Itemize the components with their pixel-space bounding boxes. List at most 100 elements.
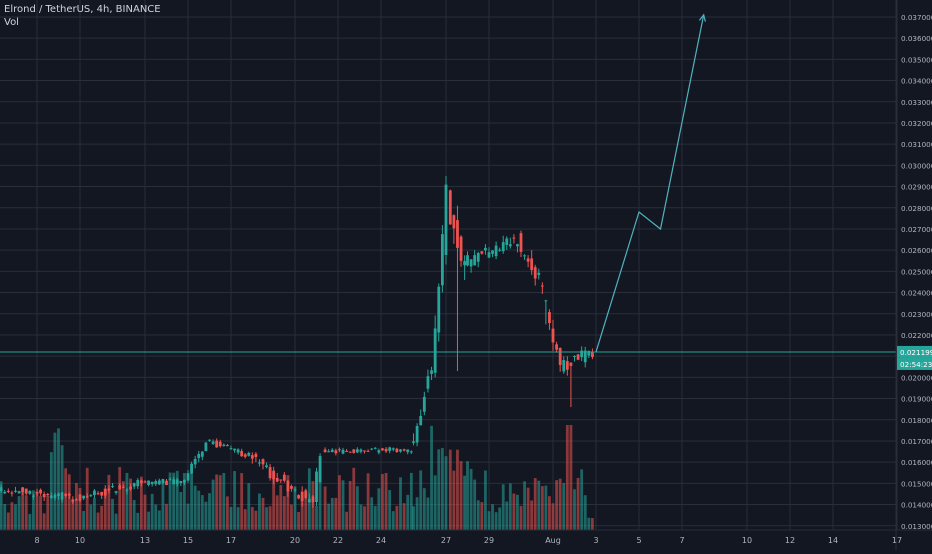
volume-bar (377, 488, 381, 530)
volume-bar (14, 504, 17, 530)
price-tick-label: 0.020000 (901, 373, 932, 382)
candle-body (363, 450, 366, 452)
volume-bar (35, 491, 39, 530)
volume-bar (82, 510, 86, 530)
candle-body (512, 237, 516, 239)
candle-body (286, 480, 290, 492)
candle-body (107, 488, 111, 491)
volume-bar (103, 488, 107, 530)
candle-body (498, 249, 502, 251)
volume-bar (412, 506, 415, 530)
candle-body (136, 480, 140, 487)
current-price-badge (897, 345, 932, 358)
volume-bar (327, 503, 331, 530)
projection-path[interactable] (595, 14, 705, 353)
candle-body (139, 480, 143, 484)
volume-bar (132, 500, 136, 530)
candle-body (161, 479, 165, 484)
volume-bar (330, 497, 334, 530)
volume-bar (323, 486, 327, 530)
candle-body (17, 491, 21, 494)
time-tick-label: 17 (226, 536, 236, 545)
volume-bar (165, 503, 168, 530)
volume-bar (498, 507, 502, 530)
volume-bar (118, 467, 122, 530)
volume-bar (215, 474, 219, 530)
volume-bar (200, 495, 204, 530)
candle-body (67, 493, 71, 496)
volume-bar (516, 494, 519, 530)
candle-body (437, 286, 441, 333)
candle-body (565, 361, 569, 370)
time-tick-label: 8 (34, 536, 39, 545)
candle-body (311, 496, 315, 503)
volume-bar (240, 473, 244, 530)
volume-bar (373, 505, 377, 530)
candle-body (501, 242, 505, 252)
price-tick-label: 0.017000 (901, 437, 932, 446)
volume-bar (96, 512, 100, 530)
volume-bar (548, 496, 551, 530)
volume-bar (175, 470, 179, 530)
candle-body (487, 252, 491, 258)
candle-body (537, 272, 541, 275)
candle-body (293, 489, 297, 491)
candle-body (24, 488, 28, 494)
candle-body (279, 479, 283, 481)
candle-body (516, 244, 519, 247)
candle-body (32, 495, 35, 497)
volume-bar (121, 481, 125, 530)
volume-bar (576, 477, 580, 530)
current-price-value: 0.021199 (900, 348, 932, 357)
volume-indicator-label[interactable]: Vol (4, 17, 19, 28)
candle-body (226, 445, 229, 447)
volume-bar (591, 518, 594, 530)
volume-bar (111, 498, 114, 530)
candle-body (42, 494, 46, 498)
volume-bar (426, 497, 430, 530)
candle-body (591, 351, 594, 358)
volume-bar (75, 483, 78, 530)
volume-bar (415, 497, 419, 530)
volume-bar (258, 493, 261, 530)
candle-body (183, 480, 186, 483)
volume-bar (172, 472, 176, 530)
time-tick-label: 13 (140, 536, 150, 545)
candle-body (548, 312, 551, 324)
price-tick-label: 0.031000 (901, 140, 932, 149)
candle-body (345, 451, 348, 453)
volume-bar (587, 517, 591, 530)
volume-bar (183, 473, 186, 530)
price-tick-label: 0.036000 (901, 34, 932, 43)
candle-body (114, 491, 118, 493)
volume-histogram (0, 425, 594, 530)
candle-body (247, 452, 251, 456)
candle-body (64, 493, 68, 496)
candle-body (580, 350, 584, 358)
volume-bar (211, 479, 215, 530)
volume-bar (491, 504, 494, 530)
candle-body (129, 486, 132, 490)
volume-bar (388, 490, 392, 530)
candle-body (359, 449, 363, 452)
candle-body (222, 444, 226, 446)
volume-bar (32, 490, 35, 530)
volume-bar (0, 481, 3, 530)
candle-body (341, 449, 345, 454)
volume-bar (315, 505, 318, 530)
volume-bar (569, 425, 573, 530)
candle-body (121, 486, 125, 488)
volume-bar (512, 493, 516, 530)
projection-drawing[interactable] (595, 13, 706, 353)
time-axis[interactable]: 8 10 13 15 17 20 22 24 27 29 Aug 3 5 7 10 12 14 17 (34, 536, 902, 545)
candle-body (530, 258, 534, 271)
volume-bar (402, 503, 406, 530)
symbol-title[interactable]: Elrond / TetherUS, 4h, BINANCE (4, 4, 161, 15)
candle-body (254, 453, 258, 458)
time-tick-label: Aug (545, 536, 561, 545)
price-tick-label: 0.034000 (901, 77, 932, 86)
candle-body (334, 450, 338, 454)
